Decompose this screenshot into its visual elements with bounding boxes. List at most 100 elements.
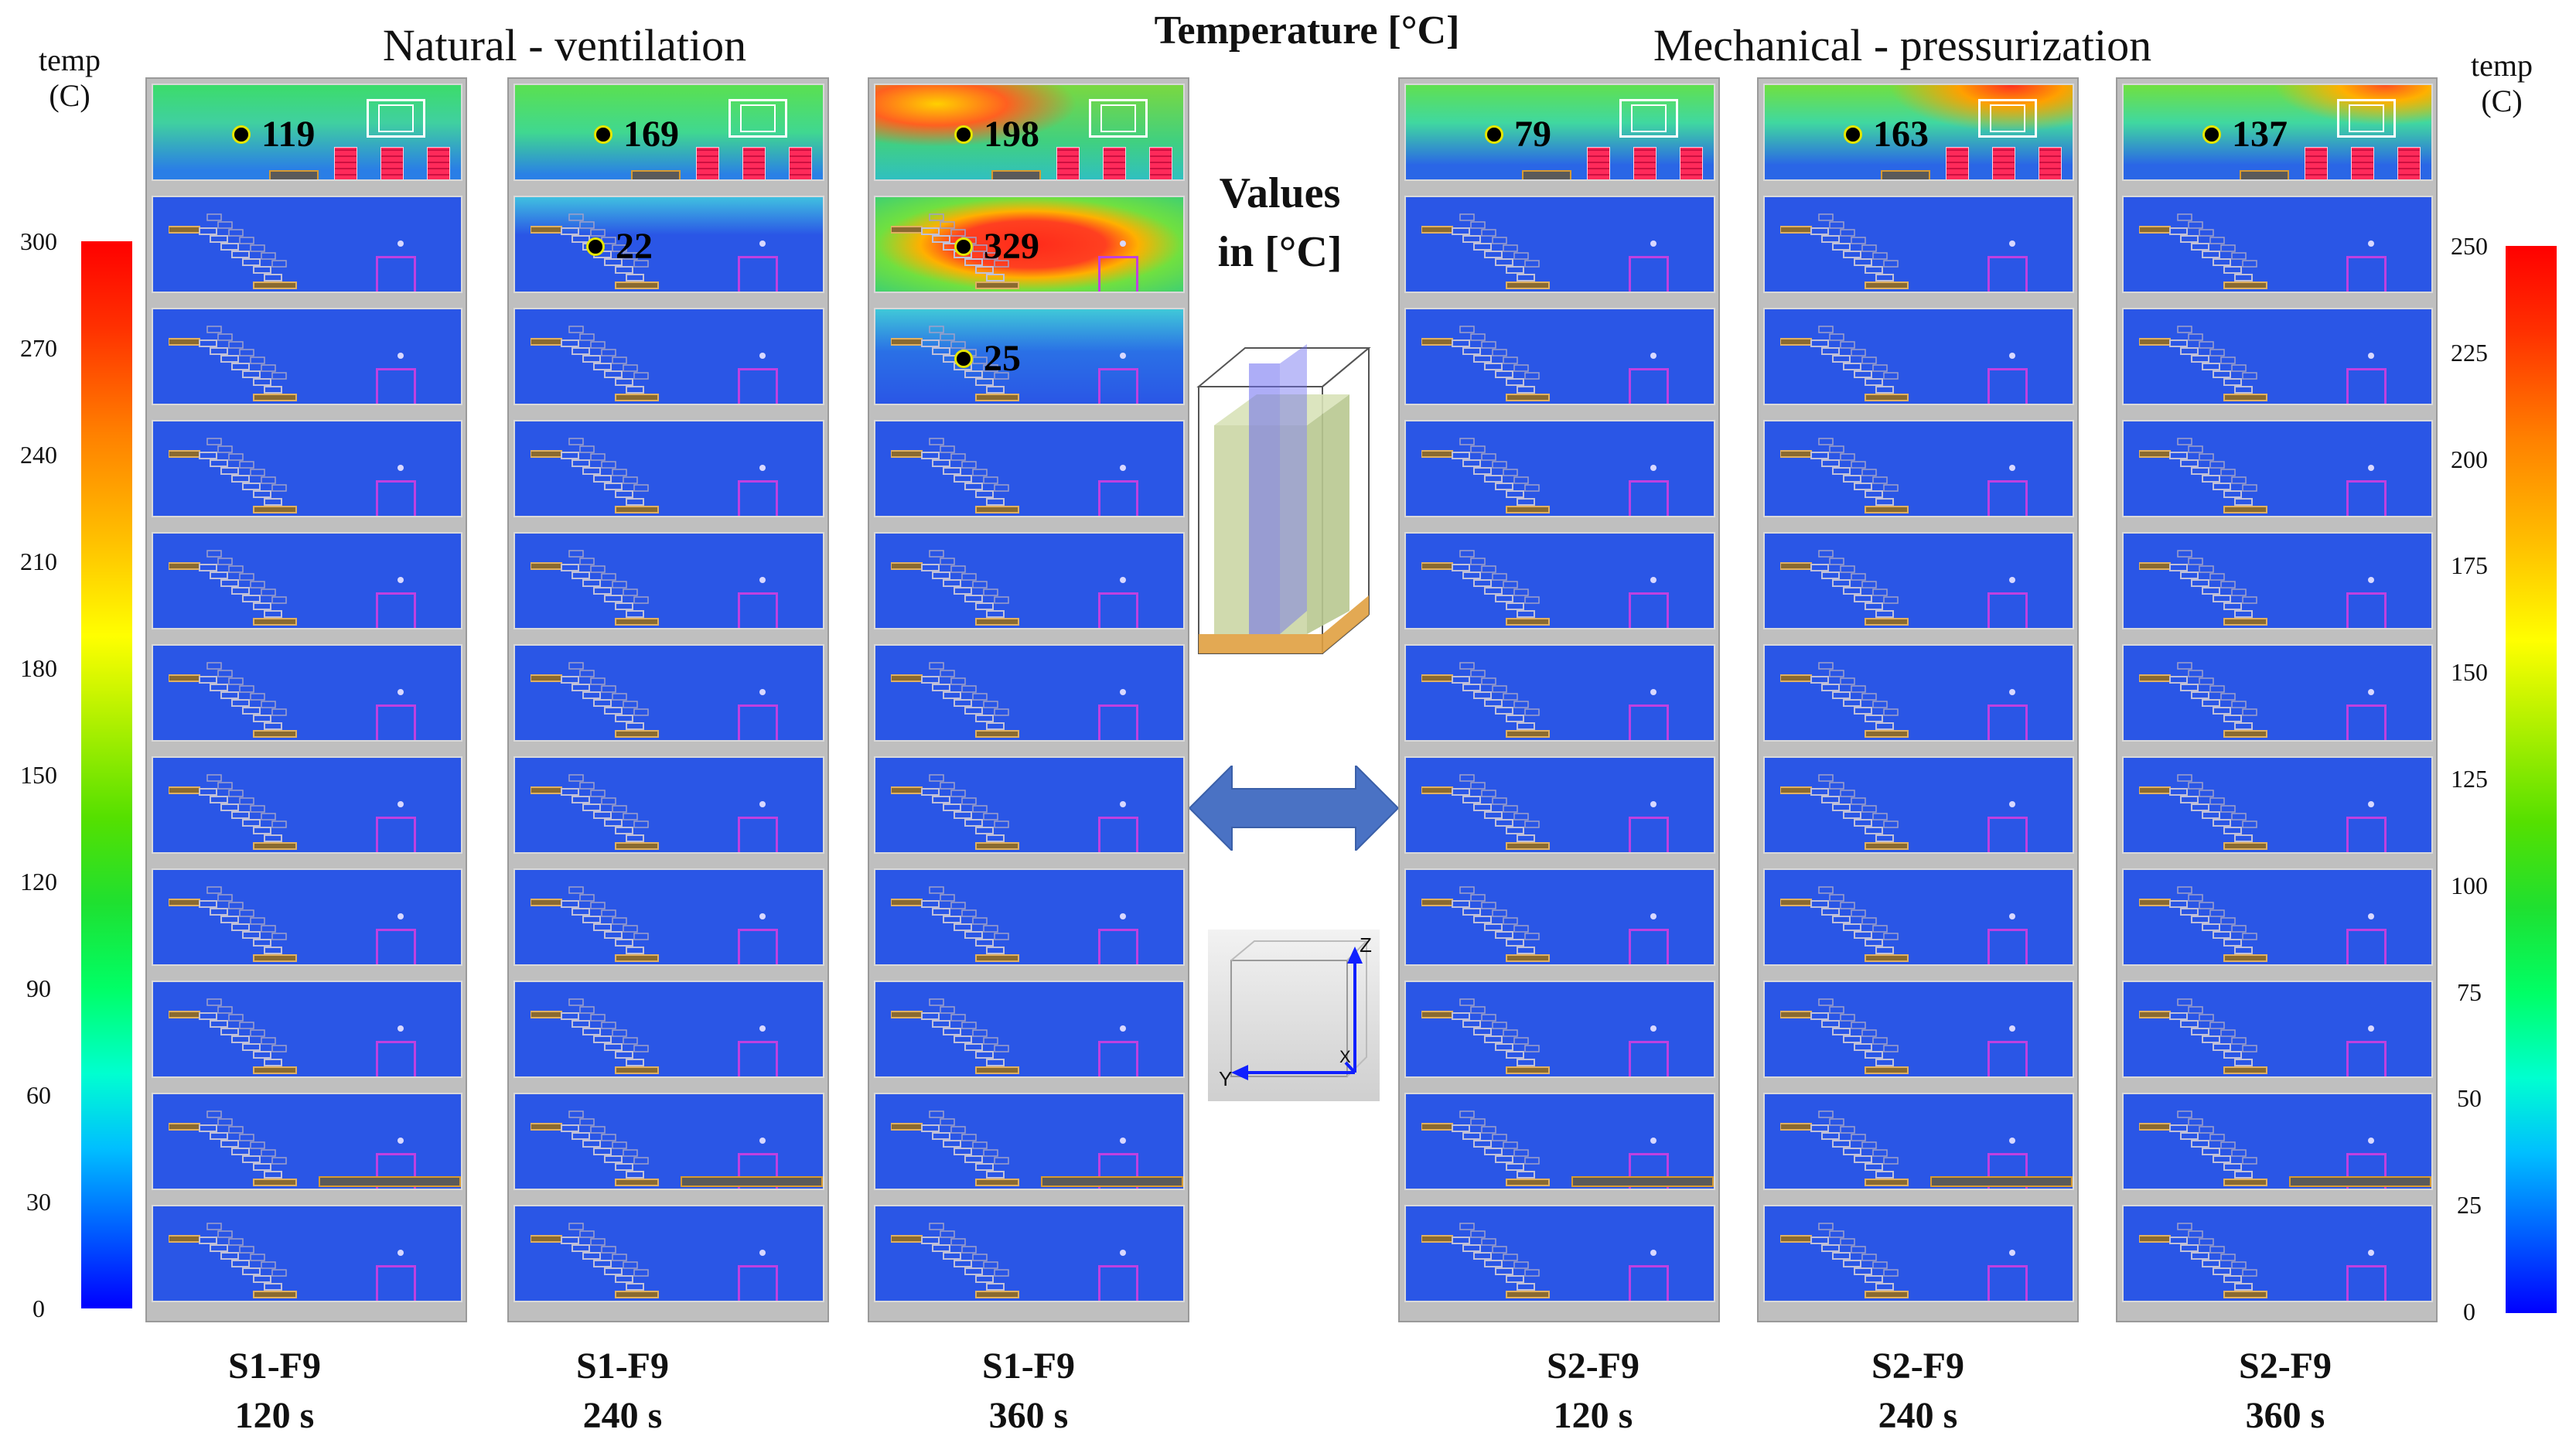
door-icon — [376, 1265, 416, 1301]
sensor-dot — [1650, 240, 1656, 247]
floor — [2122, 981, 2433, 1078]
axes-icon — [1230, 940, 1367, 1080]
floor — [874, 1205, 1185, 1302]
colorbar-tick: 300 — [20, 227, 57, 255]
caption-time: 240 s — [582, 1395, 663, 1436]
axis-label-x: X — [1339, 1047, 1351, 1066]
door-icon — [376, 817, 416, 852]
floor — [513, 532, 824, 629]
caption-time: 360 s — [2245, 1395, 2325, 1436]
door-icon — [1629, 1041, 1669, 1076]
sensor-dot — [2368, 465, 2374, 471]
colorbar-tick: 240 — [20, 441, 57, 469]
door-icon — [738, 817, 778, 852]
sensor-dot — [1650, 689, 1656, 695]
building-3d-icon — [1196, 344, 1371, 654]
sensor-dot — [397, 1138, 404, 1144]
colorbar-left-title-line2: (C) — [49, 78, 90, 113]
vent-group — [696, 147, 812, 179]
slab — [1571, 1176, 1714, 1187]
axis-label-z: Z — [1360, 933, 1372, 957]
sensor-dot — [397, 913, 404, 919]
stair-icon — [891, 886, 1019, 962]
stair-icon — [1780, 438, 1909, 513]
sensor-dot — [759, 801, 766, 807]
stair-icon — [531, 326, 659, 401]
probe-dot-icon — [232, 125, 251, 144]
floor — [2122, 84, 2433, 181]
colorbar-tick: 0 — [2463, 1298, 2475, 1325]
floor — [1404, 756, 1715, 854]
door-icon — [2346, 929, 2387, 964]
probe-reading: 119 — [232, 113, 315, 155]
stair-icon — [1780, 662, 1909, 738]
simulation-panel-p6: 137 — [2116, 77, 2438, 1322]
floor — [152, 868, 462, 966]
window-icon — [1978, 99, 2037, 138]
door-icon — [2346, 817, 2387, 852]
door-icon — [1629, 1265, 1669, 1301]
vent-icon — [2039, 147, 2062, 179]
floor — [1404, 1205, 1715, 1302]
axis-label-y: Y — [1219, 1067, 1233, 1090]
door-icon — [738, 480, 778, 516]
door-icon — [376, 592, 416, 628]
sensor-dot — [397, 577, 404, 583]
door-icon — [1629, 480, 1669, 516]
stair-icon — [531, 774, 659, 850]
stair-icon — [531, 213, 659, 289]
caption-case: S1-F9 — [228, 1346, 321, 1387]
floor — [1404, 1093, 1715, 1190]
sensor-dot — [1650, 1138, 1656, 1144]
sensor-dot — [2009, 465, 2015, 471]
door-icon — [1987, 1041, 2028, 1076]
double-arrow-icon — [1189, 766, 1398, 851]
door-icon — [376, 368, 416, 404]
probe-value: 163 — [1873, 114, 1929, 155]
stair-icon — [1421, 774, 1550, 850]
vent-icon — [1992, 147, 2015, 179]
stair-icon — [531, 438, 659, 513]
simulation-panel-p5: 163 — [1757, 77, 2079, 1322]
stair-icon — [531, 550, 659, 626]
floor — [1763, 868, 2074, 966]
sensor-dot — [759, 577, 766, 583]
vent-icon — [380, 147, 404, 179]
stair-icon — [1421, 213, 1550, 289]
slab — [2289, 1176, 2431, 1187]
floor — [513, 420, 824, 517]
stair-icon — [1780, 550, 1909, 626]
door-icon — [1629, 368, 1669, 404]
slab — [1930, 1176, 2073, 1187]
floor — [513, 756, 824, 854]
colorbar-left-title-line1: temp — [39, 43, 101, 77]
door-icon — [1629, 817, 1669, 852]
sensor-dot — [397, 1025, 404, 1032]
vent-icon — [1056, 147, 1080, 179]
stair-icon — [1780, 886, 1909, 962]
sensor-dot — [1120, 577, 1126, 583]
caption-case: S1-F9 — [982, 1346, 1075, 1387]
sensor-dot — [2009, 577, 2015, 583]
vent-icon — [1680, 147, 1703, 179]
door-icon — [376, 480, 416, 516]
probe-value: 79 — [1514, 114, 1551, 155]
floor — [1404, 196, 1715, 293]
stair-icon — [1421, 998, 1550, 1074]
stair-icon — [2139, 1223, 2267, 1298]
caption-case: S2-F9 — [1547, 1346, 1639, 1387]
stair-icon — [169, 1110, 297, 1186]
sensor-dot — [759, 240, 766, 247]
floor — [1404, 868, 1715, 966]
sensor-dot — [1650, 465, 1656, 471]
colorbar-tick: 150 — [2451, 658, 2488, 687]
floor — [152, 981, 462, 1078]
probe-value: 137 — [2232, 114, 2288, 155]
colorbar-tick: 75 — [2457, 977, 2482, 1006]
colorbar-tick: 200 — [2451, 445, 2488, 473]
stair-icon — [531, 1223, 659, 1298]
floor — [2122, 1205, 2433, 1302]
stair-icon — [1780, 213, 1909, 289]
floor — [2122, 868, 2433, 966]
floor — [1763, 532, 2074, 629]
